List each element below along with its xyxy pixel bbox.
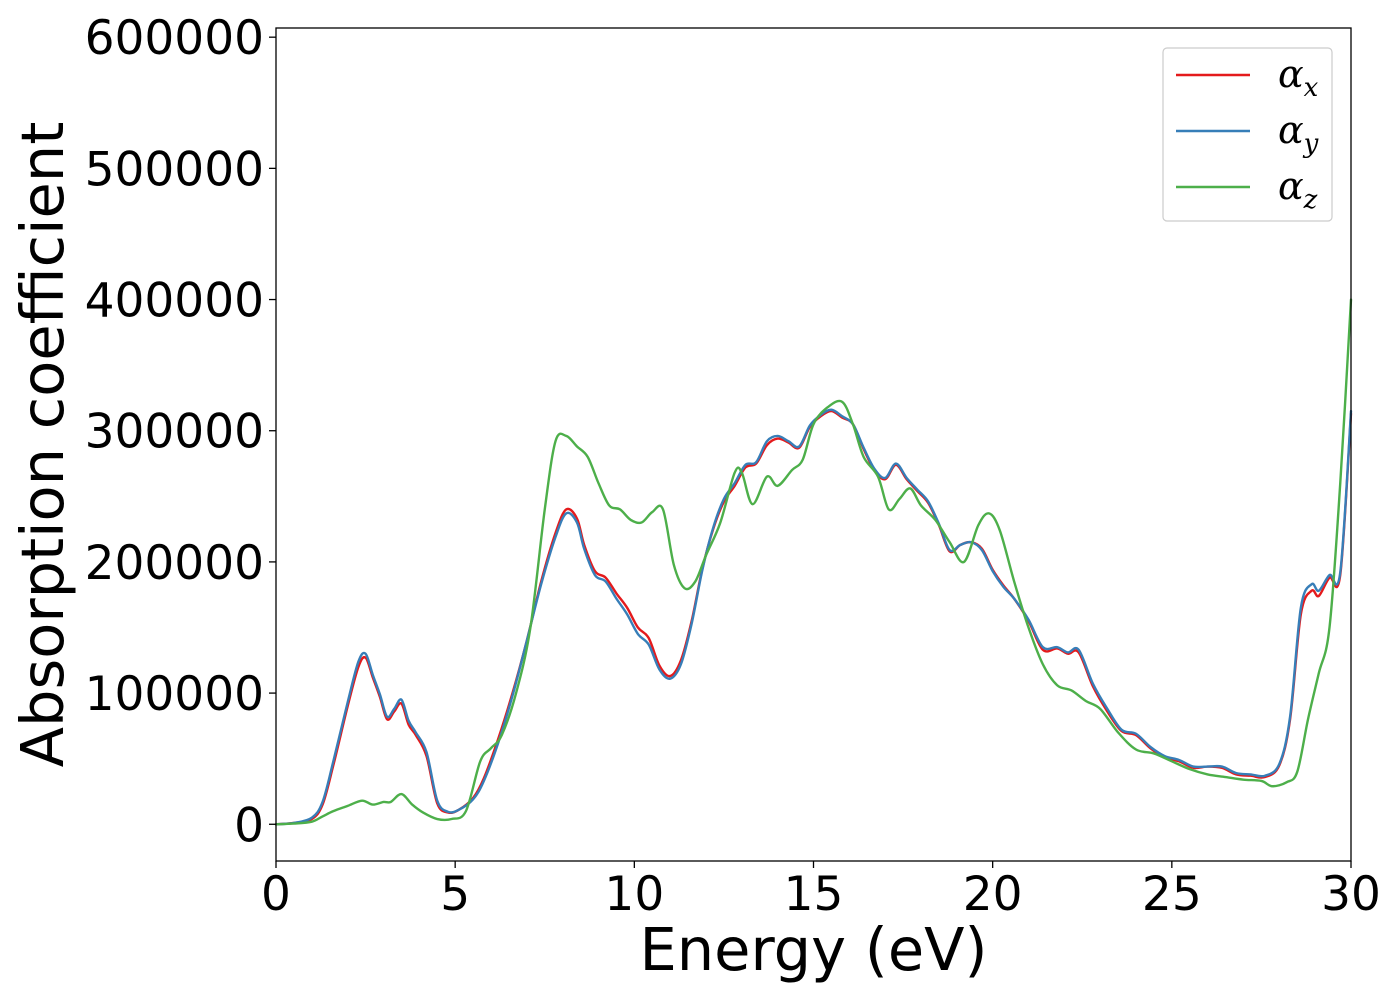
series-line-z	[274, 298, 1353, 826]
y-tick-label: 0	[234, 798, 264, 853]
legend-label-x: αx	[1278, 52, 1319, 103]
y-tick-label: 400000	[85, 274, 264, 329]
x-axis-ticks: 0 5 10 15 20 25 30	[261, 861, 1381, 922]
x-tick-label: 10	[604, 867, 664, 922]
x-tick-label: 25	[1142, 867, 1202, 922]
series-line-y	[274, 408, 1353, 826]
y-axis-title: Absorption coefficient	[8, 122, 77, 768]
y-tick-label: 100000	[85, 667, 264, 722]
legend-label-z: αz	[1278, 164, 1318, 215]
x-tick-label: 30	[1321, 867, 1381, 922]
legend-label-y: αy	[1278, 108, 1319, 159]
x-tick-label: 20	[963, 867, 1023, 922]
x-tick-label: 5	[440, 867, 470, 922]
y-tick-label: 200000	[85, 536, 264, 591]
legend-box	[1162, 47, 1333, 222]
x-tick-label: 15	[784, 867, 844, 922]
y-tick-label: 600000	[85, 11, 264, 66]
series-layer	[274, 298, 1353, 826]
x-tick-label: 0	[261, 867, 291, 922]
x-axis-title: Energy (eV)	[639, 915, 987, 984]
y-axis-ticks: 0 100000 200000 300000 400000 500000 600000	[85, 11, 276, 853]
y-tick-label: 500000	[85, 142, 264, 197]
y-tick-label: 300000	[85, 405, 264, 460]
